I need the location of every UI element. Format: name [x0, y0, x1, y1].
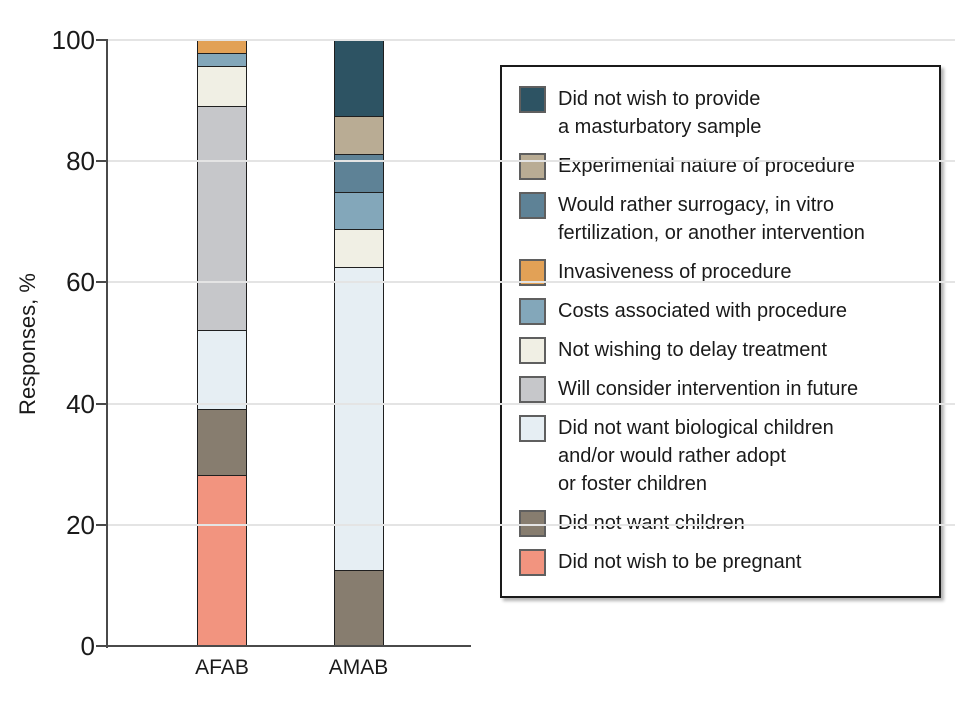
bar-segment: [197, 53, 247, 67]
y-tick-mark: [96, 523, 108, 526]
bar-segment: [333, 570, 384, 646]
legend-label: Not wishing to delay treatment: [558, 339, 828, 361]
bar-segment: [197, 106, 247, 331]
legend-swatch: [519, 510, 546, 537]
bar-segment: [197, 40, 247, 54]
y-tick-label: 40: [66, 388, 95, 419]
legend-label: Did not wish to provide a masturbatory s…: [558, 88, 762, 138]
y-tick-label: 60: [66, 267, 95, 298]
bar-segment: [333, 267, 384, 571]
gridline: [108, 523, 955, 526]
legend-swatch: [519, 376, 546, 403]
legend-label: Would rather surrogacy, in vitro fertili…: [558, 194, 865, 244]
legend-label: Invasiveness of procedure: [558, 261, 792, 283]
gridline: [108, 402, 955, 405]
bar-segment: [197, 330, 247, 410]
bar-segment: [197, 409, 247, 476]
y-tick-mark: [96, 402, 108, 405]
legend-swatch: [519, 337, 546, 364]
legend-item: Did not wish to be pregnant: [519, 548, 925, 576]
legend-swatch: [519, 192, 546, 219]
legend-box: Did not wish to provide a masturbatory s…: [500, 65, 941, 598]
legend-item: Will consider intervention in future: [519, 375, 925, 403]
legend-item: Did not wish to provide a masturbatory s…: [519, 85, 925, 141]
legend-item: Would rather surrogacy, in vitro fertili…: [519, 191, 925, 247]
legend-swatch: [519, 298, 546, 325]
y-tick-label: 0: [80, 631, 95, 661]
gridline: [108, 39, 955, 41]
legend-swatch: [519, 549, 546, 576]
bar-segment: [333, 192, 384, 230]
x-axis-line: [106, 645, 471, 647]
bar-segment: [197, 475, 247, 646]
legend-label: Experimental nature of procedure: [558, 155, 855, 177]
bar-segment: [333, 40, 384, 117]
legend-item: Did not want biological children and/or …: [519, 414, 925, 498]
bar-segment: [333, 229, 384, 268]
legend-item: Not wishing to delay treatment: [519, 336, 925, 364]
plot-area: [108, 40, 471, 646]
y-tick-mark: [96, 645, 108, 647]
x-category-label: AMAB: [328, 656, 389, 679]
y-axis-line: [106, 40, 108, 648]
gridline: [108, 281, 955, 284]
bar-segment: [197, 66, 247, 107]
y-tick-mark: [96, 160, 108, 163]
legend-swatch: [519, 86, 546, 113]
legend-item: Invasiveness of procedure: [519, 258, 925, 286]
legend-item: Costs associated with procedure: [519, 297, 925, 325]
y-tick-mark: [96, 39, 108, 41]
gridline: [108, 160, 955, 163]
legend-label: Did not want biological children and/or …: [558, 417, 834, 495]
legend-swatch: [519, 153, 546, 180]
x-category-label: AFAB: [195, 656, 249, 679]
y-tick-label: 80: [66, 146, 95, 177]
legend-label: Did not want children: [558, 509, 745, 537]
bar-segment: [333, 116, 384, 155]
legend-label: Did not wish to be pregnant: [558, 551, 802, 573]
legend-label: Will consider intervention in future: [558, 378, 859, 400]
y-tick-mark: [96, 281, 108, 284]
legend-item: Experimental nature of procedure: [519, 152, 925, 180]
y-tick-label: 20: [66, 509, 95, 540]
legend-swatch: [519, 415, 546, 442]
legend-label: Costs associated with procedure: [558, 300, 848, 322]
y-tick-label: 100: [51, 25, 95, 55]
legend-item: Did not want children: [519, 509, 925, 537]
